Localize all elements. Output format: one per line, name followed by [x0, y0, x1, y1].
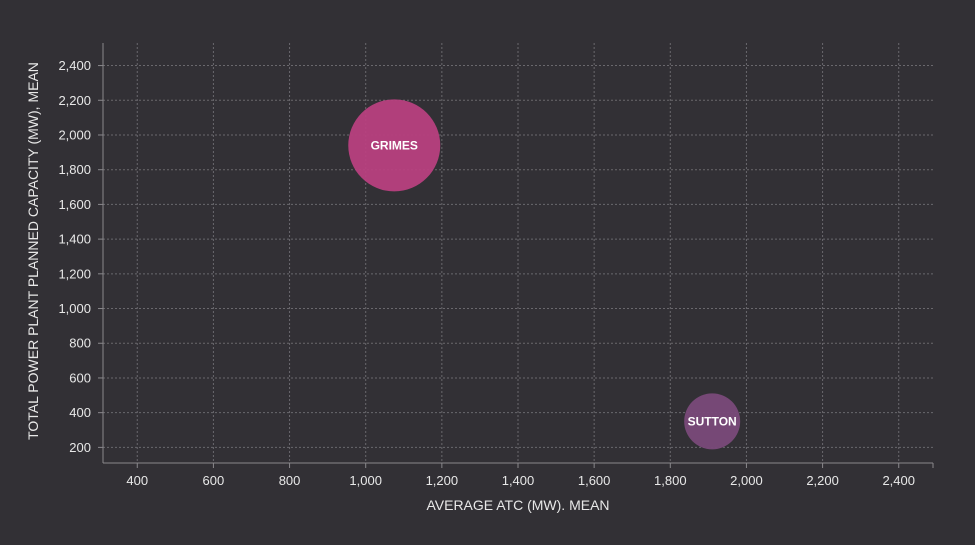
x-tick-label: 1,800 — [654, 473, 687, 488]
y-tick-label: 1,800 — [58, 162, 91, 177]
x-tick-label: 600 — [203, 473, 225, 488]
x-tick-label: 1,600 — [578, 473, 611, 488]
bubble-label: GRIMES — [371, 138, 418, 152]
y-tick-label: 2,200 — [58, 93, 91, 108]
x-tick-label: 1,000 — [349, 473, 382, 488]
x-tick-label: 2,200 — [806, 473, 839, 488]
y-tick-label: 200 — [69, 440, 91, 455]
x-tick-label: 1,400 — [502, 473, 535, 488]
bubble-label: SUTTON — [688, 414, 737, 428]
x-tick-label: 1,200 — [426, 473, 459, 488]
x-axis-title: AVERAGE ATC (MW). MEAN — [426, 497, 609, 513]
y-tick-label: 2,400 — [58, 58, 91, 73]
y-tick-label: 600 — [69, 370, 91, 385]
axes: 400 600 800 1,000 1,200 1,400 1,600 1,800 2,000 2… — [58, 43, 934, 488]
y-tick-label: 1,000 — [58, 301, 91, 316]
y-tick-label: 800 — [69, 336, 91, 351]
y-tick-label: 400 — [69, 405, 91, 420]
grid — [103, 43, 933, 463]
x-tick-label: 2,000 — [730, 473, 763, 488]
x-tick-label: 800 — [279, 473, 301, 488]
x-tick-label: 2,400 — [882, 473, 915, 488]
bubble-sutton — [684, 393, 741, 450]
bubble-grimes — [348, 99, 441, 192]
bubbles: GRIMES SUTTON — [348, 99, 741, 450]
y-tick-label: 1,200 — [58, 266, 91, 281]
y-axis-title: TOTAL POWER PLANT PLANNED CAPACITY (MW),… — [25, 62, 41, 440]
y-tick-label: 1,600 — [58, 197, 91, 212]
x-tick-label: 400 — [126, 473, 148, 488]
y-tick-label: 1,400 — [58, 232, 91, 247]
y-tick-label: 2,000 — [58, 127, 91, 142]
